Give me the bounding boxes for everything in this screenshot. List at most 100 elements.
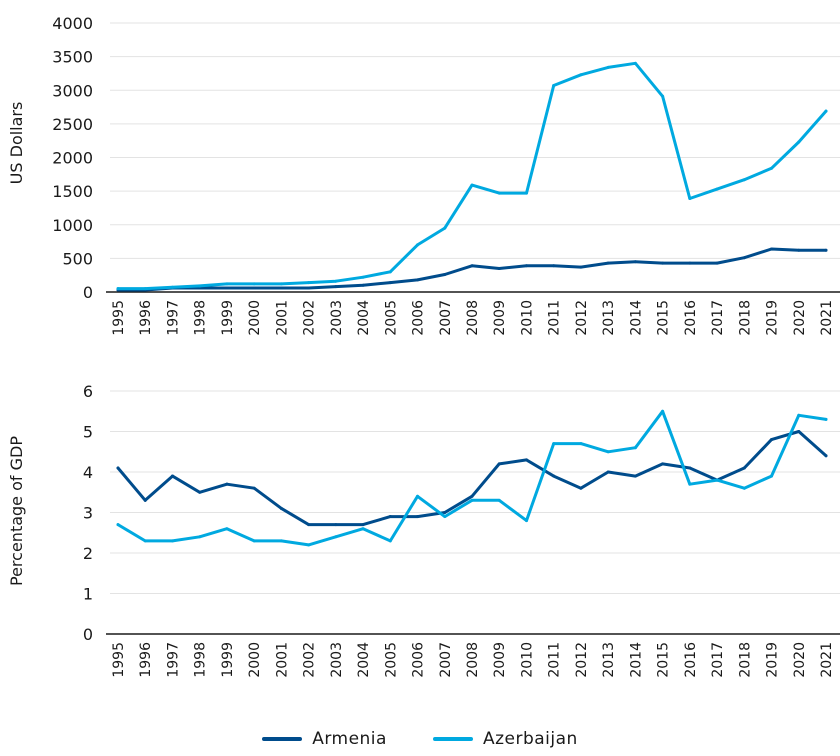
usd-data-point-azerbaijan — [279, 282, 283, 286]
usd-data-point-armenia — [252, 286, 256, 290]
gdp-x-tick-label: 1995 — [111, 642, 127, 678]
legend-swatch-armenia — [262, 737, 303, 741]
usd-data-point-armenia — [307, 286, 311, 290]
usd-data-point-azerbaijan — [198, 284, 202, 288]
usd-data-point-armenia — [443, 273, 447, 277]
gdp-x-tick-label: 1999 — [220, 642, 236, 678]
gdp-x-tick-label: 2016 — [683, 642, 699, 678]
usd-x-tick-label: 2014 — [628, 300, 644, 336]
usd-data-point-azerbaijan — [824, 109, 828, 113]
usd-data-point-armenia — [524, 264, 528, 268]
usd-data-point-armenia — [606, 261, 610, 265]
gdp-y-tick-label: 5 — [83, 423, 93, 442]
usd-x-tick-label: 2001 — [274, 300, 290, 336]
usd-data-point-azerbaijan — [388, 270, 392, 274]
gdp-data-point-azerbaijan — [416, 494, 420, 498]
gdp-x-tick-label: 2005 — [383, 642, 399, 678]
gdp-data-point-armenia — [307, 523, 311, 527]
usd-data-point-azerbaijan — [579, 73, 583, 77]
gdp-data-point-armenia — [361, 523, 365, 527]
usd-y-tick-label: 3500 — [52, 48, 93, 67]
gdp-data-point-azerbaijan — [388, 539, 392, 543]
gdp-data-point-azerbaijan — [824, 417, 828, 421]
usd-data-point-azerbaijan — [606, 65, 610, 69]
gdp-data-point-azerbaijan — [770, 474, 774, 478]
usd-x-tick-label: 2018 — [737, 300, 753, 336]
usd-data-point-azerbaijan — [688, 197, 692, 201]
gdp-chart: Percentage of GDP 0 1 2 3 4 5 6 1995 1996 1997 199… — [7, 382, 840, 678]
usd-x-tick-label: 2013 — [601, 300, 617, 336]
gdp-data-point-armenia — [225, 482, 229, 486]
legend-label-armenia: Armenia — [312, 729, 387, 749]
usd-data-point-azerbaijan — [116, 287, 120, 291]
gdp-y-tick-label: 3 — [83, 504, 93, 523]
gdp-data-point-azerbaijan — [688, 482, 692, 486]
usd-data-point-armenia — [688, 261, 692, 265]
usd-data-point-azerbaijan — [742, 178, 746, 182]
gdp-data-point-azerbaijan — [116, 523, 120, 527]
gdp-x-tick-label: 2011 — [547, 642, 563, 678]
usd-data-point-azerbaijan — [524, 191, 528, 195]
gdp-x-tick-label: 1996 — [138, 642, 154, 678]
usd-y-tick-label: 500 — [62, 249, 93, 268]
gdp-x-tick-label: 2015 — [656, 642, 672, 678]
usd-data-point-armenia — [416, 278, 420, 282]
gdp-data-point-armenia — [797, 430, 801, 433]
usd-y-tick-label: 1500 — [52, 182, 93, 201]
usd-data-point-armenia — [470, 264, 474, 268]
gdp-data-point-azerbaijan — [443, 515, 447, 519]
usd-data-point-azerbaijan — [416, 243, 420, 247]
usd-chart: US Dollars 0 500 1000 1500 2000 2500 3000 3500 4… — [7, 14, 840, 336]
gdp-x-tick-label: 2004 — [356, 642, 372, 678]
gdp-data-point-azerbaijan — [715, 478, 719, 482]
usd-x-tick-label: 2012 — [574, 300, 590, 336]
gdp-data-point-azerbaijan — [225, 527, 229, 531]
usd-data-point-armenia — [552, 264, 556, 268]
gdp-y-tick-label: 2 — [83, 544, 93, 563]
gdp-data-point-armenia — [742, 466, 746, 470]
gdp-data-point-azerbaijan — [279, 539, 283, 543]
gdp-x-tick-label: 2008 — [465, 642, 481, 678]
gdp-data-point-armenia — [143, 498, 147, 502]
gdp-data-point-azerbaijan — [470, 498, 474, 502]
gdp-data-point-armenia — [524, 458, 528, 462]
usd-x-tick-label: 2010 — [519, 300, 535, 336]
usd-x-tick-label: 2015 — [656, 300, 672, 336]
legend-item-armenia: Armenia — [262, 729, 387, 749]
gdp-data-point-armenia — [116, 466, 120, 470]
usd-x-tick-label: 2021 — [819, 300, 835, 336]
gdp-data-point-azerbaijan — [307, 543, 311, 547]
usd-data-point-azerbaijan — [497, 191, 501, 195]
y-axis-title-gdp: Percentage of GDP — [7, 436, 26, 586]
gdp-data-point-armenia — [770, 438, 774, 442]
gdp-x-tick-label: 2006 — [411, 642, 427, 678]
gdp-data-point-azerbaijan — [661, 409, 665, 413]
usd-data-point-azerbaijan — [361, 275, 365, 279]
usd-data-point-armenia — [579, 265, 583, 269]
usd-x-tick-label: 2000 — [247, 300, 263, 336]
gdp-data-point-armenia — [552, 474, 556, 478]
usd-data-point-armenia — [388, 281, 392, 285]
usd-data-point-azerbaijan — [443, 226, 447, 230]
gdp-data-point-armenia — [633, 474, 637, 478]
usd-data-point-armenia — [361, 283, 365, 287]
legend-label-azerbaijan: Azerbaijan — [482, 729, 578, 749]
gdp-y-tick-label: 0 — [83, 625, 93, 644]
gdp-data-point-armenia — [252, 486, 256, 490]
usd-y-tick-label: 2000 — [52, 149, 93, 168]
usd-data-point-azerbaijan — [170, 285, 174, 289]
usd-data-point-azerbaijan — [252, 282, 256, 286]
gdp-x-tick-label: 1998 — [193, 642, 209, 678]
gdp-x-tick-label: 2018 — [737, 642, 753, 678]
gdp-series-line-armenia — [116, 430, 828, 527]
usd-x-tick-label: 1999 — [220, 300, 236, 336]
usd-x-tick-label: 2017 — [710, 300, 726, 336]
usd-data-point-armenia — [334, 285, 338, 289]
gdp-y-tick-label: 4 — [83, 463, 93, 482]
usd-x-tick-label: 1995 — [111, 300, 127, 336]
usd-x-tick-label: 2016 — [683, 300, 699, 336]
gdp-data-point-armenia — [334, 523, 338, 527]
gdp-x-tick-label: 2002 — [302, 642, 318, 678]
gdp-data-point-azerbaijan — [606, 450, 610, 454]
